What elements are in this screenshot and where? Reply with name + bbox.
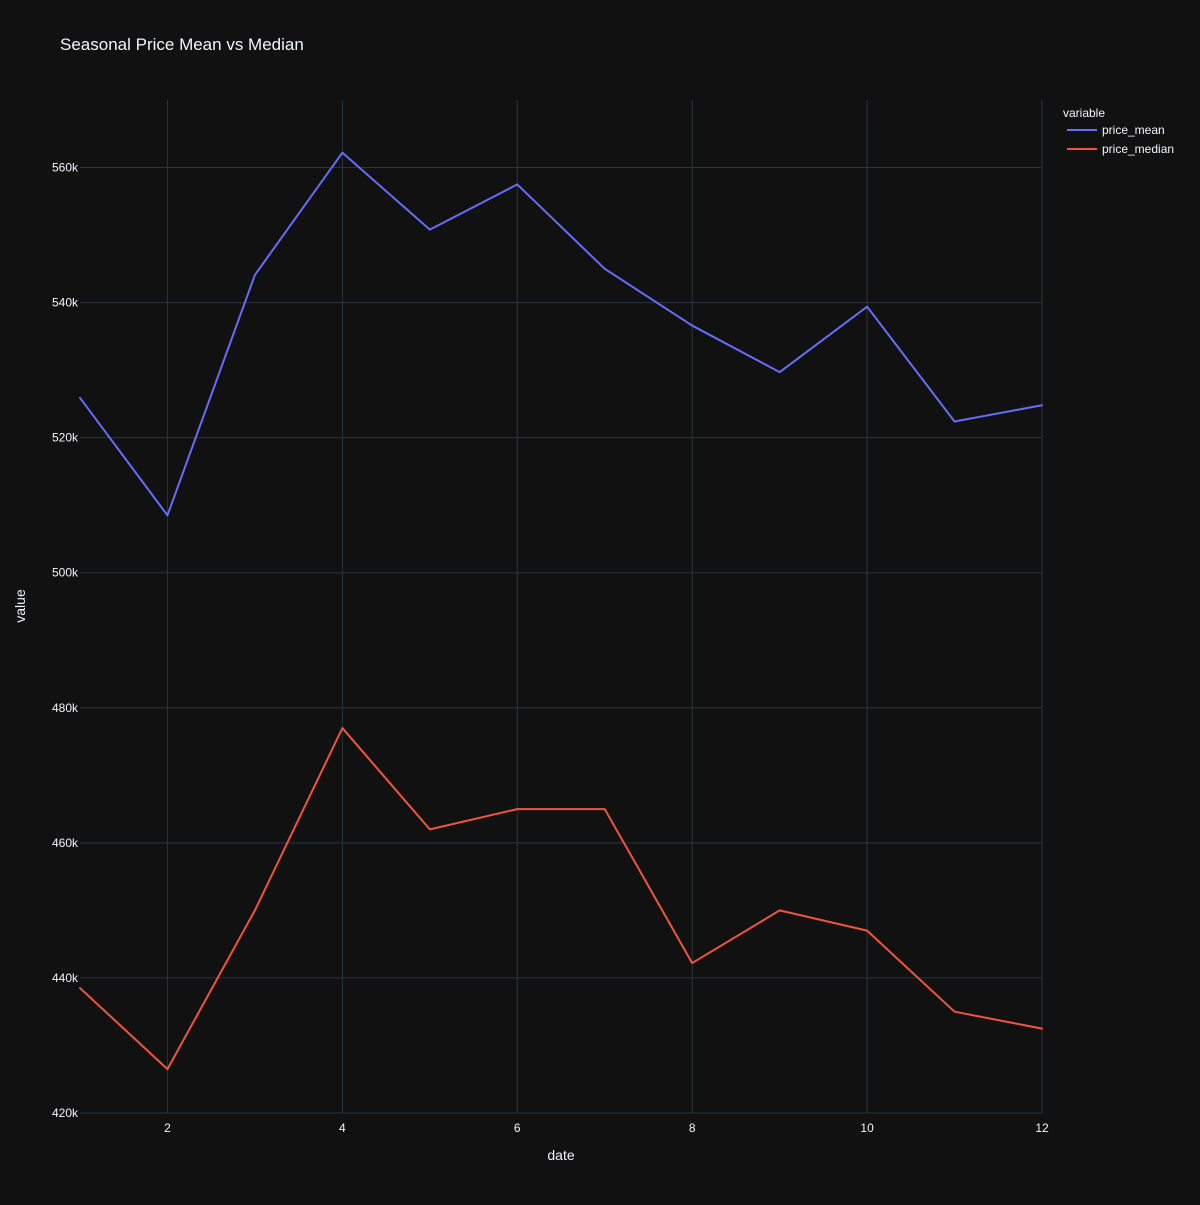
y-tick-label: 560k	[52, 161, 79, 175]
data-point-price_median	[690, 961, 694, 965]
y-axis-title: value	[12, 589, 28, 623]
data-point-price_mean	[253, 273, 257, 277]
x-axis-title: date	[547, 1147, 574, 1163]
data-point-price_median	[428, 827, 432, 831]
y-tick-label: 420k	[52, 1106, 79, 1120]
legend-item-price_mean[interactable]: price_mean	[1067, 123, 1165, 137]
x-axis-ticks: 2 4 6 8 10 12	[164, 1121, 1049, 1135]
legend-label: price_median	[1102, 142, 1174, 156]
x-tick-label: 6	[514, 1121, 521, 1135]
data-point-price_mean	[340, 151, 344, 155]
data-point-price_mean	[865, 305, 869, 309]
y-tick-label: 500k	[52, 566, 79, 580]
x-tick-label: 12	[1035, 1121, 1049, 1135]
data-point-price_median	[165, 1067, 169, 1071]
x-tick-label: 10	[860, 1121, 874, 1135]
series-lines	[78, 151, 1044, 1071]
legend-item-price_median[interactable]: price_median	[1067, 142, 1174, 156]
x-tick-label: 2	[164, 1121, 171, 1135]
series-line-price_mean	[79, 151, 1043, 517]
legend-items: price_mean price_median	[1067, 123, 1174, 156]
data-point-price_mean	[1040, 403, 1044, 407]
data-point-price_mean	[428, 228, 432, 232]
data-point-price_median	[778, 908, 782, 912]
y-axis-ticks: 420k 440k 460k 480k 500k 520k 540k 560k	[52, 161, 79, 1120]
y-tick-label: 520k	[52, 431, 79, 445]
legend-label: price_mean	[1102, 123, 1165, 137]
chart-title: Seasonal Price Mean vs Median	[60, 35, 304, 54]
legend-title: variable	[1063, 106, 1105, 120]
data-point-price_median	[340, 726, 344, 730]
data-point-price_mean	[953, 419, 957, 423]
data-point-price_median	[1040, 1027, 1044, 1031]
data-point-price_mean	[78, 396, 82, 400]
grid	[80, 100, 1043, 1114]
y-tick-label: 540k	[52, 296, 79, 310]
data-point-price_mean	[603, 267, 607, 271]
y-tick-label: 460k	[52, 836, 79, 850]
x-tick-label: 4	[339, 1121, 346, 1135]
data-point-price_median	[603, 807, 607, 811]
data-point-price_median	[865, 929, 869, 933]
data-point-price_median	[253, 908, 257, 912]
data-point-price_mean	[165, 513, 169, 517]
data-point-price_mean	[515, 182, 519, 186]
data-point-price_median	[953, 1010, 957, 1014]
data-point-price_median	[78, 986, 82, 990]
legend: variable price_mean price_median	[1063, 106, 1174, 156]
data-point-price_mean	[690, 324, 694, 328]
data-point-price_median	[515, 807, 519, 811]
data-point-price_mean	[778, 370, 782, 374]
series-line-price_median	[79, 727, 1043, 1071]
x-tick-label: 8	[689, 1121, 696, 1135]
y-tick-label: 440k	[52, 971, 79, 985]
y-tick-label: 480k	[52, 701, 79, 715]
